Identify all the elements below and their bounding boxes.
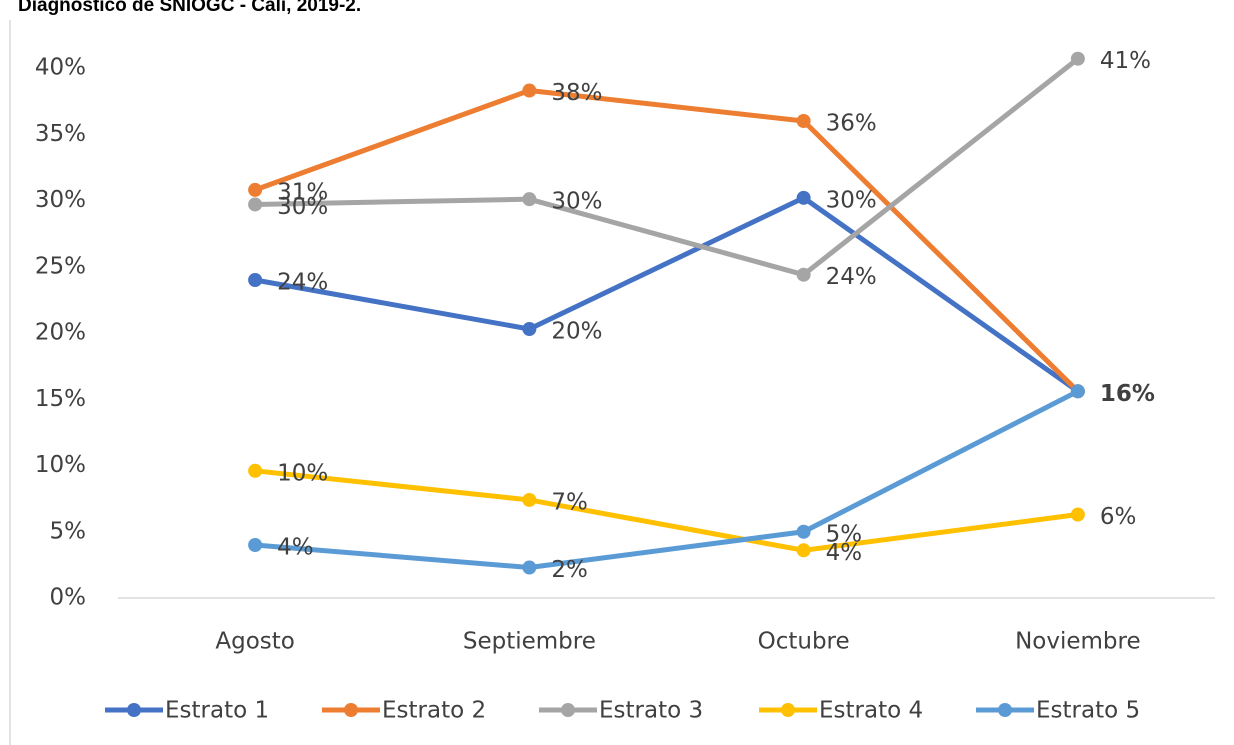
data-point (796, 543, 811, 558)
data-point (248, 197, 263, 212)
legend-label: Estrato 1 (165, 698, 269, 724)
x-tick-label: Octubre (758, 629, 850, 655)
x-tick-label: Noviembre (1015, 629, 1141, 655)
legend-marker (781, 703, 795, 717)
y-tick-label: 10% (35, 452, 86, 478)
data-label: 30% (277, 194, 328, 220)
data-point (1070, 507, 1085, 522)
legend-marker (127, 703, 141, 717)
data-label: 16% (1100, 381, 1155, 407)
data-point (796, 114, 811, 128)
data-point (522, 322, 537, 337)
data-point (248, 273, 263, 287)
data-label: 7% (551, 489, 588, 515)
legend-marker (561, 703, 575, 717)
data-label: 30% (551, 189, 602, 215)
series-line (254, 389, 1080, 571)
data-label: 20% (551, 319, 602, 345)
data-point (248, 182, 263, 197)
y-tick-label: 0% (50, 585, 87, 611)
data-point (522, 83, 537, 98)
data-point (522, 192, 537, 207)
data-label: 41% (1100, 48, 1151, 74)
data-point (522, 560, 537, 575)
y-tick-label: 20% (35, 320, 86, 346)
data-point (796, 190, 811, 205)
data-label: 5% (826, 521, 863, 547)
y-tick-label: 35% (35, 121, 86, 147)
data-label: 30% (826, 187, 877, 213)
data-point (1070, 384, 1085, 399)
data-point (522, 492, 537, 507)
data-label: 24% (277, 270, 328, 296)
legend-label: Estrato 2 (382, 698, 486, 724)
data-point (248, 538, 263, 552)
y-tick-label: 40% (35, 55, 86, 81)
chart-title: Diagnóstico de SNIOGC - Cali, 2019-2. (18, 0, 361, 16)
data-label: 36% (826, 111, 877, 137)
x-tick-label: Agosto (215, 629, 294, 655)
y-tick-label: 5% (50, 518, 87, 544)
data-label: 4% (277, 535, 314, 561)
data-point (796, 267, 811, 282)
y-tick-label: 25% (35, 253, 86, 279)
y-tick-label: 15% (35, 386, 86, 412)
series-line (255, 56, 1080, 278)
series-line (254, 88, 1080, 394)
data-label: 38% (551, 80, 602, 106)
legend-label: Estrato 4 (819, 698, 923, 724)
data-label: 6% (1100, 504, 1137, 530)
legend-marker (344, 703, 358, 717)
data-point (248, 463, 263, 478)
x-tick-label: Septiembre (463, 629, 596, 655)
y-tick-label: 30% (35, 187, 86, 213)
data-label: 2% (551, 557, 588, 583)
legend-label: Estrato 3 (599, 698, 703, 724)
data-label: 4% (826, 540, 863, 566)
series-line (254, 195, 1080, 394)
legend-marker (998, 703, 1012, 717)
legend-label: Estrato 5 (1036, 698, 1140, 724)
data-point (796, 524, 811, 539)
data-point (1070, 51, 1085, 66)
data-label: 31% (277, 179, 328, 205)
data-label: 24% (826, 264, 877, 290)
series-line (254, 468, 1079, 553)
data-label: 10% (277, 460, 328, 486)
